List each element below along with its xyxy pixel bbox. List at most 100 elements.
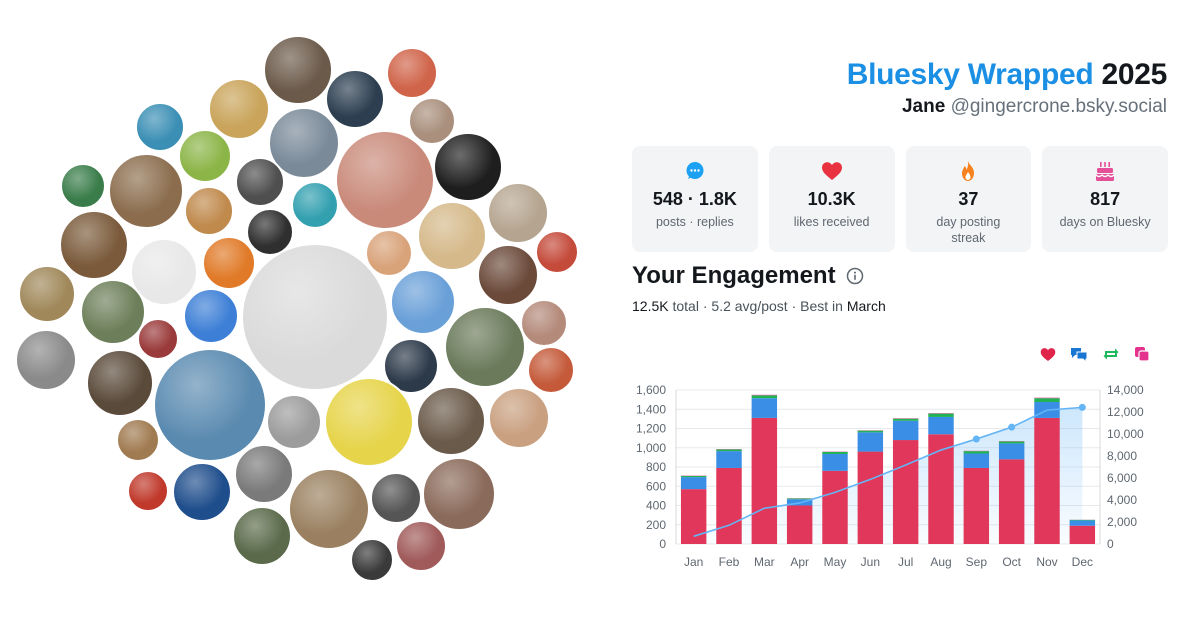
avatar-38 bbox=[266, 394, 322, 450]
avatar-30 bbox=[390, 269, 456, 335]
avatar-3 bbox=[325, 69, 385, 129]
bar-reposts bbox=[716, 449, 742, 452]
avatar-47 bbox=[370, 472, 422, 524]
avatar-39 bbox=[324, 377, 414, 467]
avatar-44 bbox=[172, 462, 232, 522]
bar-likes bbox=[680, 489, 707, 544]
bar-replies bbox=[857, 432, 884, 452]
bar-likes bbox=[928, 434, 954, 544]
avatar-14 bbox=[291, 181, 339, 229]
engagement-summary: 12.5K total · 5.2 avg/post · Best in Mar… bbox=[632, 298, 886, 314]
x-tick: Mar bbox=[754, 555, 775, 569]
bar-reposts bbox=[786, 498, 813, 500]
user-handle[interactable]: @gingercrone.bsky.social bbox=[950, 96, 1167, 117]
avatar-34 bbox=[86, 349, 154, 417]
bar-replies bbox=[1069, 520, 1096, 526]
y-left-tick: 1,200 bbox=[636, 422, 666, 436]
avatar-5 bbox=[135, 102, 185, 152]
avatar-9 bbox=[235, 157, 285, 207]
bar-likes bbox=[716, 467, 742, 544]
y-right-tick: 0 bbox=[1107, 537, 1114, 551]
x-tick: Feb bbox=[719, 555, 740, 569]
avatar-8 bbox=[268, 107, 340, 179]
avatar-26 bbox=[80, 279, 146, 345]
legend-likes[interactable] bbox=[1040, 346, 1056, 362]
bar-reposts bbox=[998, 441, 1025, 444]
y-left-tick: 600 bbox=[646, 479, 666, 493]
bar-likes bbox=[857, 451, 884, 544]
reply-icon bbox=[1071, 348, 1088, 362]
engagement-total: 12.5K bbox=[632, 298, 669, 314]
legend-quotes[interactable] bbox=[1134, 346, 1150, 362]
bar-likes bbox=[822, 470, 848, 544]
year-title: 2025 bbox=[1101, 58, 1167, 91]
y-right-tick: 12,000 bbox=[1107, 405, 1144, 419]
avatar-46 bbox=[288, 468, 370, 550]
avatar-35 bbox=[383, 338, 439, 394]
heart-icon bbox=[1040, 347, 1056, 361]
stat-label: days on Bluesky bbox=[1059, 215, 1151, 229]
speech-bubble-icon bbox=[686, 162, 704, 179]
stat-card-posts: 548 · 1.8K posts · replies bbox=[632, 146, 758, 252]
y-right-tick: 10,000 bbox=[1107, 427, 1144, 441]
separator: · bbox=[791, 298, 797, 314]
avatar-37 bbox=[153, 348, 267, 462]
bar-likes bbox=[1069, 525, 1096, 544]
bar-replies bbox=[716, 451, 742, 468]
x-tick: Sep bbox=[966, 555, 988, 569]
y-left-tick: 400 bbox=[646, 499, 666, 513]
avatar-13 bbox=[184, 186, 234, 236]
y-right-tick: 14,000 bbox=[1107, 383, 1144, 397]
bar-replies bbox=[998, 443, 1025, 460]
engagement-title: Your Engagement bbox=[632, 262, 836, 289]
avatar-16 bbox=[487, 182, 549, 244]
bar-likes bbox=[998, 459, 1025, 544]
stat-card-streak: 37 day posting streak bbox=[905, 146, 1032, 252]
cumulative-point bbox=[1008, 423, 1016, 431]
y-right-tick: 2,000 bbox=[1107, 515, 1137, 529]
engagement-heading: Your Engagement bbox=[632, 262, 864, 290]
avatar-49 bbox=[232, 506, 292, 566]
bar-replies bbox=[963, 453, 990, 468]
chart-legend bbox=[1040, 346, 1150, 362]
page-title: Bluesky Wrapped 2025 bbox=[847, 58, 1168, 92]
avatar-1 bbox=[263, 35, 333, 105]
y-left-tick: 1,400 bbox=[636, 402, 666, 416]
info-icon[interactable] bbox=[846, 267, 864, 285]
bar-reposts bbox=[680, 475, 707, 478]
bar-reposts bbox=[751, 395, 778, 399]
bar-replies bbox=[680, 477, 707, 490]
repost-icon bbox=[1103, 348, 1119, 360]
legend-replies[interactable] bbox=[1070, 346, 1088, 362]
x-tick: Apr bbox=[790, 555, 809, 569]
avatar-40 bbox=[416, 386, 486, 456]
stat-value: 548 · 1.8K bbox=[652, 189, 737, 209]
bar-replies bbox=[892, 420, 919, 441]
stat-label: likes received bbox=[793, 215, 870, 229]
avatar-32 bbox=[520, 299, 568, 347]
bar-likes bbox=[892, 440, 919, 544]
legend-reposts[interactable] bbox=[1102, 346, 1120, 362]
engagement-total-label: total bbox=[672, 298, 699, 314]
best-month: March bbox=[846, 298, 886, 314]
avatar-31 bbox=[444, 306, 526, 388]
bar-reposts bbox=[963, 451, 990, 454]
x-tick: Oct bbox=[1002, 555, 1021, 569]
avatar-15 bbox=[417, 201, 487, 271]
avatar-41 bbox=[488, 387, 550, 449]
avatar-45 bbox=[234, 444, 294, 504]
x-tick: Dec bbox=[1072, 555, 1093, 569]
avatar-33 bbox=[15, 329, 77, 391]
heart-icon bbox=[821, 162, 842, 180]
y-right-tick: 8,000 bbox=[1107, 449, 1137, 463]
avatar-11 bbox=[433, 132, 503, 202]
stat-value: 10.3K bbox=[807, 189, 856, 209]
avatar-6 bbox=[408, 97, 456, 145]
x-tick: Nov bbox=[1036, 555, 1057, 569]
bar-reposts bbox=[928, 413, 954, 417]
y-left-tick: 1,000 bbox=[636, 441, 666, 455]
engagement-chart: 0 200 400 600 800 1,000 1,200 1,400 1,600 0 2,000 4… bbox=[636, 383, 1144, 569]
y-right-tick: 6,000 bbox=[1107, 471, 1137, 485]
avatar-4 bbox=[386, 47, 438, 99]
avatar-21 bbox=[130, 238, 198, 306]
